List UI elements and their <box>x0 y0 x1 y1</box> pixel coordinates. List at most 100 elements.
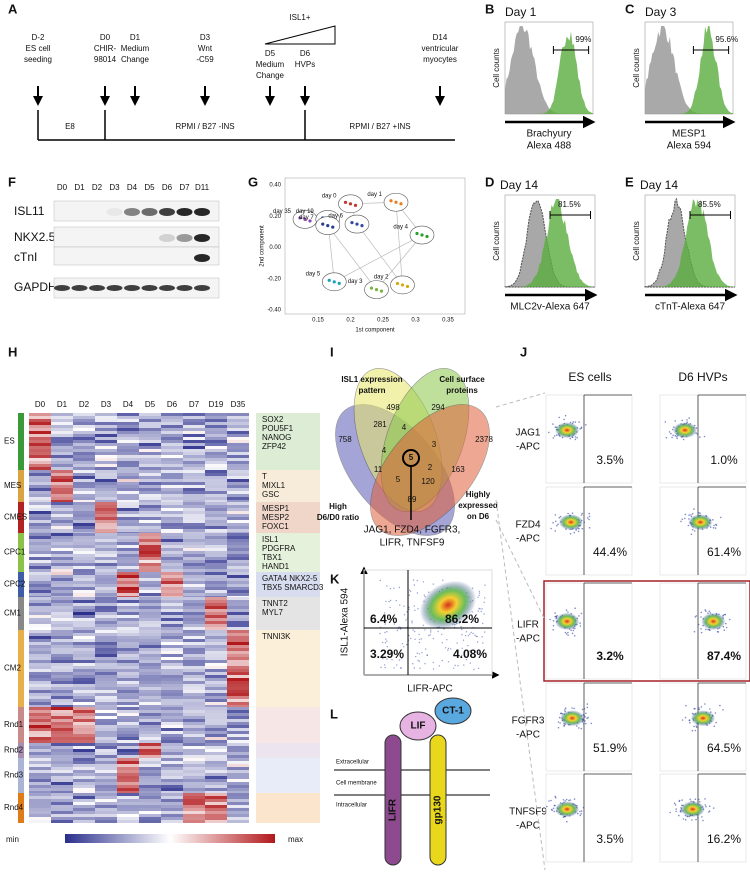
heat-cell <box>161 422 183 425</box>
event <box>384 623 386 625</box>
blot-band <box>159 285 175 291</box>
heat-cell <box>205 609 227 612</box>
heat-cell <box>95 458 117 461</box>
heat-cell <box>95 728 117 731</box>
heat-cell <box>139 719 161 722</box>
heat-cell <box>51 764 73 767</box>
stage-day: D3 <box>200 33 211 42</box>
heat-cell <box>183 455 205 458</box>
heat-cell <box>183 508 205 511</box>
heat-cell <box>95 572 117 575</box>
heat-cell <box>205 548 227 551</box>
ligand <box>399 711 437 741</box>
heat-cell <box>29 536 51 539</box>
event <box>465 631 468 633</box>
event <box>552 624 555 627</box>
heat-cell <box>183 485 205 488</box>
row-label: cTnI <box>14 250 37 264</box>
heat-cell <box>139 755 161 758</box>
heat-cell <box>183 491 205 494</box>
gate-percent: 81.5% <box>558 200 581 209</box>
event <box>473 668 475 671</box>
heat-cell <box>51 455 73 458</box>
heat-cell <box>205 811 227 814</box>
heat-cell <box>95 737 117 740</box>
sample <box>379 289 384 293</box>
event <box>482 622 484 625</box>
heat-cell <box>139 575 161 578</box>
heat-cell <box>139 669 161 672</box>
event <box>410 637 412 640</box>
event <box>698 708 700 711</box>
heat-cell <box>51 690 73 693</box>
heat-cell <box>183 461 205 464</box>
heat-cell <box>227 615 249 618</box>
heat-cell <box>95 508 117 511</box>
event <box>571 632 574 635</box>
event <box>579 428 581 430</box>
heat-cell <box>117 572 139 575</box>
heat-cell <box>161 788 183 791</box>
heat-cell <box>183 737 205 740</box>
heat-cell <box>117 514 139 517</box>
trajectory <box>327 225 377 290</box>
trajectory <box>376 234 423 290</box>
heat-cell <box>161 799 183 802</box>
heat-cell <box>227 557 249 560</box>
heat-cell <box>227 642 249 645</box>
heat-cell <box>139 690 161 693</box>
heat-cell <box>183 416 205 419</box>
heat-cell <box>205 422 227 425</box>
heat-cell <box>95 488 117 491</box>
sample <box>399 202 403 206</box>
heat-cell <box>205 505 227 508</box>
heat-cell <box>227 422 249 425</box>
point-label: day 6 <box>328 214 343 220</box>
heat-cell <box>117 491 139 494</box>
heat-cell <box>51 660 73 663</box>
heat-cell <box>117 788 139 791</box>
event <box>565 633 568 635</box>
heat-cell <box>117 566 139 569</box>
event <box>389 652 392 654</box>
heat-cell <box>29 621 51 624</box>
heat-cell <box>73 557 95 560</box>
heat-cell <box>29 446 51 449</box>
heat-cell <box>183 782 205 785</box>
heat-cell <box>117 648 139 651</box>
heat-cell <box>205 569 227 572</box>
heat-cell <box>95 651 117 654</box>
heat-cell <box>95 416 117 419</box>
gene-box <box>256 470 320 502</box>
stage-text: ES cell <box>26 44 51 53</box>
heat-cell <box>29 713 51 716</box>
heat-cell <box>73 719 95 722</box>
event <box>577 530 580 533</box>
heat-cell <box>51 785 73 788</box>
heat-cell <box>205 693 227 696</box>
event <box>690 533 693 536</box>
heat-cell <box>51 782 73 785</box>
event <box>680 520 682 523</box>
heat-cell <box>161 449 183 452</box>
event <box>549 618 551 621</box>
heat-cell <box>139 560 161 563</box>
heat-cell <box>139 773 161 776</box>
heat-cell <box>205 572 227 575</box>
heat-cell <box>51 669 73 672</box>
stage-day: D-2 <box>32 33 45 42</box>
heat-cell <box>29 796 51 799</box>
heat-cell <box>139 569 161 572</box>
medium-label: E8 <box>65 122 75 131</box>
heat-cell <box>51 728 73 731</box>
heat-cell <box>51 533 73 536</box>
heat-cell <box>227 520 249 523</box>
heat-cell <box>227 814 249 817</box>
heat-cell <box>139 545 161 548</box>
event <box>698 798 700 801</box>
heat-cell <box>161 539 183 542</box>
heat-cell <box>51 693 73 696</box>
event <box>686 419 688 421</box>
heat-cell <box>73 722 95 725</box>
heat-cell <box>95 811 117 814</box>
